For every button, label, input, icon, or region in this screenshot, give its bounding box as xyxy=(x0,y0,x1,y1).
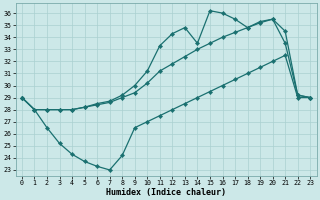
X-axis label: Humidex (Indice chaleur): Humidex (Indice chaleur) xyxy=(106,188,226,197)
